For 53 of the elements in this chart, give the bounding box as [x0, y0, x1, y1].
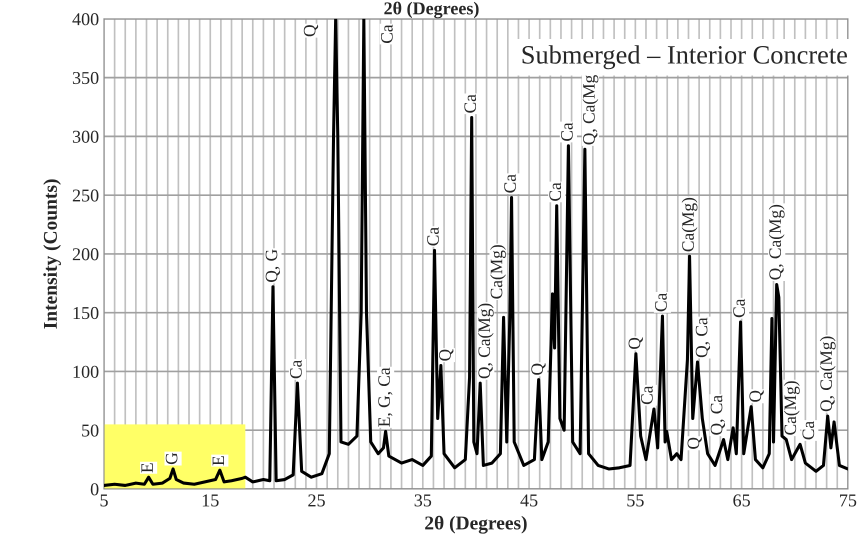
annotation: Q, Ca: [710, 395, 725, 435]
annotation: E: [212, 456, 224, 466]
annotation: Q: [688, 437, 702, 449]
annotation: Ca(Mg): [490, 245, 506, 299]
x-tick-label: 75: [840, 494, 856, 507]
x-tick-label: 15: [202, 494, 219, 507]
y-tick-label: 150: [74, 306, 98, 320]
annotation: Ca: [733, 298, 745, 318]
y-tick-label: 50: [82, 424, 98, 437]
annotation: Ca: [641, 386, 653, 404]
annotation: Q, Ca(Mg): [478, 304, 494, 378]
annotation: Ca: [381, 24, 393, 43]
annotation: Q, Ca(Mg): [768, 204, 785, 280]
annotation: Ca: [549, 182, 562, 201]
annotation: E, G, Ca: [378, 368, 392, 427]
y-tick-label: 100: [74, 366, 98, 378]
x-tick-label: 45: [520, 494, 538, 507]
annotation: Ca: [427, 227, 439, 246]
y-axis-title: Intensity (Counts): [43, 179, 61, 329]
y-tick-label: 250: [72, 189, 98, 202]
annotation: Q: [749, 390, 764, 402]
annotation: G: [166, 452, 178, 464]
annotation: Ca: [290, 360, 302, 378]
y-tick-label: 400: [72, 13, 98, 26]
x-tick-label: 65: [733, 494, 750, 507]
x-tick-label: 5: [100, 494, 108, 507]
annotation: Q: [628, 337, 643, 349]
annotation: Ca: [802, 421, 814, 440]
annotation: Q, Ca(Mg): [820, 336, 836, 412]
annotation: Ca: [504, 174, 516, 193]
annotation: Q: [304, 24, 318, 36]
y-tick-label: 350: [72, 72, 98, 84]
line-series: [104, 18, 848, 487]
annotation: Q, Ca: [696, 318, 710, 358]
annotation: Ca(Mg): [784, 381, 800, 435]
text: Submerged – Interior Concrete: [522, 45, 847, 70]
y-tick-label: 0: [90, 483, 98, 496]
y-tick-label: 200: [72, 248, 98, 260]
annotation: Q: [439, 349, 454, 361]
text: 2θ (Degrees): [384, 2, 479, 18]
x-tick-label: 25: [308, 494, 325, 507]
annotation: Q: [531, 363, 546, 375]
x-tick-label: 55: [627, 494, 644, 507]
y-tick-label: 300: [72, 130, 98, 143]
x-axis-title: 2θ (Degrees): [425, 516, 527, 534]
annotation: Q, G: [266, 249, 280, 282]
annotation: Ca: [655, 292, 667, 312]
annotation: Ca(Mg): [682, 198, 698, 252]
annotation: Q, Ca(Mg: [582, 75, 598, 144]
annotation: Ca: [561, 122, 573, 141]
x-tick-label: 35: [414, 494, 432, 507]
annotation: Ca: [464, 94, 476, 113]
annotation: E: [141, 463, 153, 473]
